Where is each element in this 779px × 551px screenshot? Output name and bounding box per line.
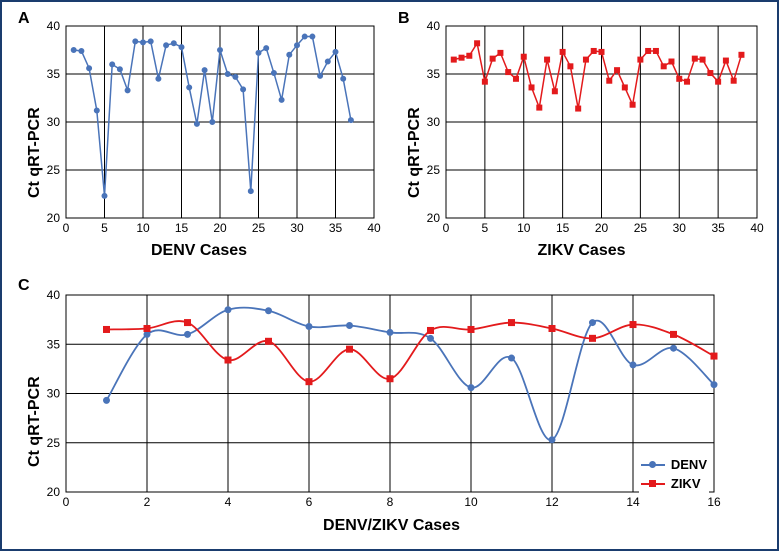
svg-text:30: 30	[47, 115, 61, 129]
svg-text:0: 0	[63, 221, 70, 235]
svg-text:5: 5	[482, 221, 489, 235]
svg-text:20: 20	[427, 211, 441, 225]
legend-label-denv: DENV	[671, 457, 707, 472]
svg-text:35: 35	[47, 337, 61, 351]
legend-swatch-zikv	[641, 483, 665, 485]
svg-text:30: 30	[427, 115, 441, 129]
svg-text:5: 5	[101, 221, 108, 235]
figure-container: A Ct qRT-PCR 05101520253035402025303540 …	[0, 0, 779, 551]
panel-b-xlabel: ZIKV Cases	[394, 242, 769, 260]
svg-text:15: 15	[175, 221, 189, 235]
svg-text:20: 20	[595, 221, 609, 235]
svg-text:25: 25	[634, 221, 648, 235]
svg-text:0: 0	[443, 221, 450, 235]
svg-text:35: 35	[711, 221, 725, 235]
svg-text:2: 2	[144, 495, 151, 509]
svg-text:30: 30	[47, 387, 61, 401]
svg-text:20: 20	[213, 221, 227, 235]
legend-label-zikv: ZIKV	[671, 476, 701, 491]
svg-text:8: 8	[387, 495, 394, 509]
svg-text:30: 30	[290, 221, 304, 235]
svg-text:20: 20	[47, 485, 61, 499]
svg-text:6: 6	[306, 495, 313, 509]
svg-text:4: 4	[225, 495, 232, 509]
legend-item-zikv: ZIKV	[641, 476, 707, 491]
svg-text:40: 40	[47, 289, 61, 302]
svg-text:0: 0	[63, 495, 70, 509]
svg-text:35: 35	[427, 67, 441, 81]
svg-text:40: 40	[427, 20, 441, 33]
svg-text:10: 10	[136, 221, 150, 235]
svg-text:40: 40	[367, 221, 381, 235]
legend-item-denv: DENV	[641, 457, 707, 472]
svg-text:14: 14	[626, 495, 640, 509]
svg-text:35: 35	[329, 221, 343, 235]
panel-b-chart: 0 5 10 15 20 25 30 35 40 20 25 30 35 40	[394, 20, 769, 240]
svg-text:30: 30	[673, 221, 687, 235]
svg-text:40: 40	[47, 20, 61, 33]
svg-text:12: 12	[545, 495, 559, 509]
panel-a: A Ct qRT-PCR 05101520253035402025303540 …	[14, 10, 384, 265]
svg-text:25: 25	[427, 163, 441, 177]
panel-a-xlabel: DENV Cases	[14, 242, 384, 260]
panel-c-xlabel: DENV/ZIKV Cases	[14, 517, 769, 535]
panel-c: C Ct qRT-PCR 02468101214162025303540 DEN…	[14, 277, 769, 542]
svg-text:10: 10	[464, 495, 478, 509]
svg-text:25: 25	[47, 436, 61, 450]
svg-text:20: 20	[47, 211, 61, 225]
panel-a-chart: 0 5 10 15 20 25 30 35 40 20 25 30 35 40	[14, 20, 384, 240]
svg-text:16: 16	[707, 495, 721, 509]
svg-text:15: 15	[556, 221, 570, 235]
svg-text:35: 35	[47, 67, 61, 81]
svg-text:10: 10	[517, 221, 531, 235]
panel-b: B Ct qRT-PCR 05101520253035402025303540 …	[394, 10, 769, 265]
svg-text:25: 25	[252, 221, 266, 235]
panel-c-legend: DENV ZIKV	[639, 455, 709, 493]
legend-swatch-denv	[641, 464, 665, 466]
svg-text:40: 40	[750, 221, 764, 235]
svg-text:25: 25	[47, 163, 61, 177]
